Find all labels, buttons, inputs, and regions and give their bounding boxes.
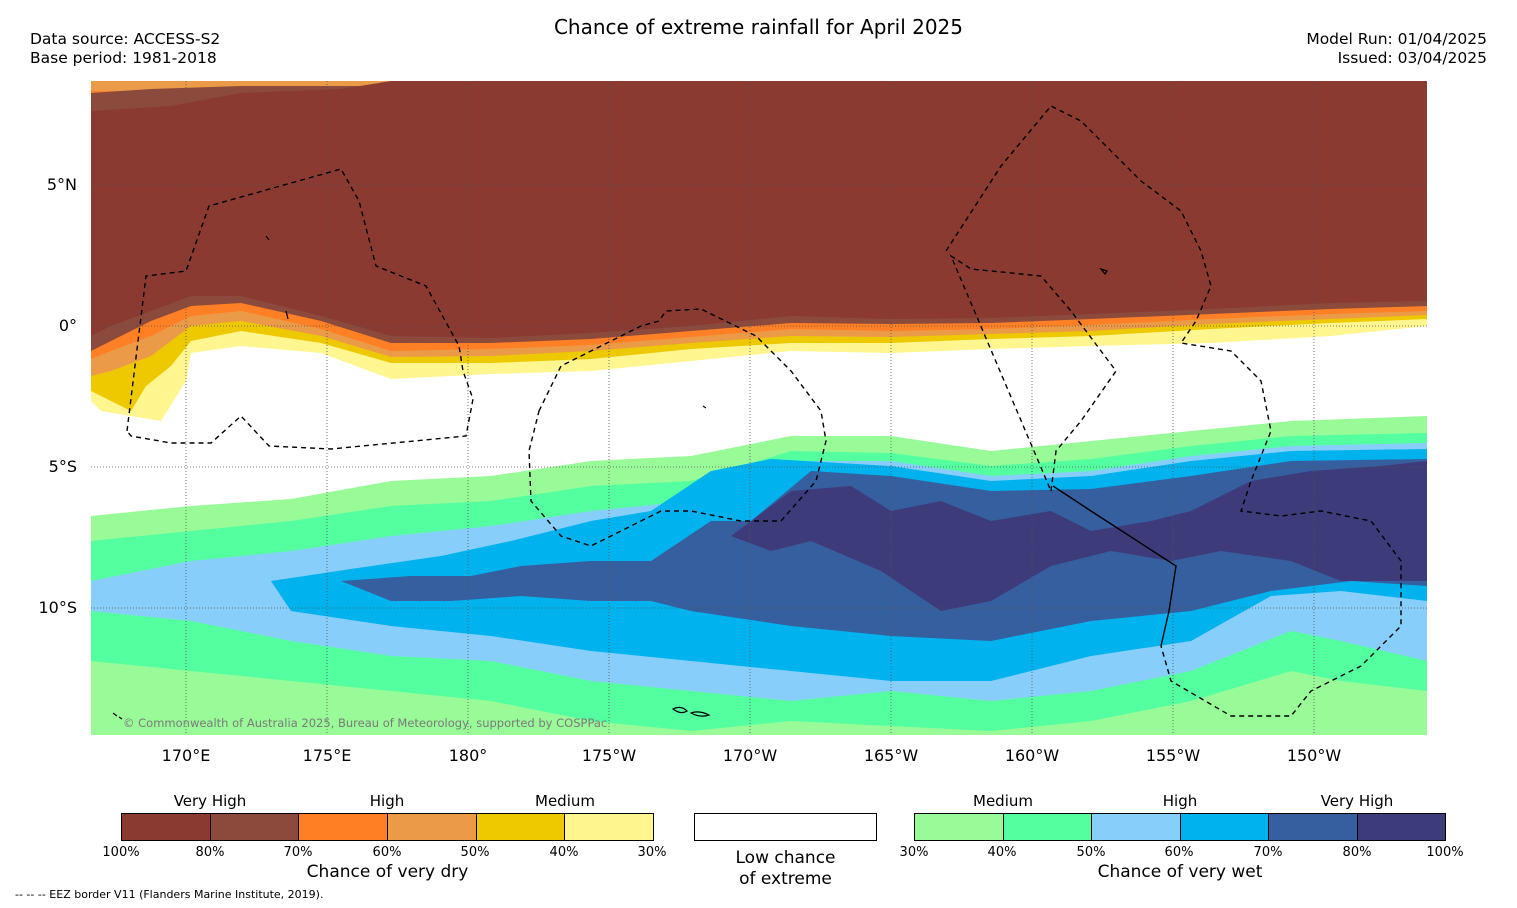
wet-tick: 80% [1342,845,1372,860]
lat-label-5s: 5°S [48,457,77,476]
wet-tick: 40% [987,845,1017,860]
chart-title: Chance of extreme rainfall for April 202… [553,15,964,39]
lat-label-5n: 5°N [46,175,77,194]
eez-footnote: -- -- -- EEZ border V11 (Flanders Marine… [15,888,324,901]
dry-cat-very-high: Very High [173,792,247,810]
low-chance-line2: of extreme [739,869,832,889]
lon-label-175e: 175°E [302,746,352,765]
wet-swatch-5 [1357,814,1445,840]
dry-tick: 80% [195,845,225,860]
model-run-text: Model Run: 01/04/2025 [1306,30,1487,48]
lat-label-10s: 10°S [38,598,77,617]
islands [112,235,1108,720]
eez-kiribati-gilberts [126,168,474,450]
wet-tick: 70% [1253,845,1283,860]
wet-colorbar [914,813,1446,841]
island-dot-2 [702,405,707,409]
lon-label-175w: 175°W [581,746,637,765]
low-chance-label: Low chance of extreme [694,848,877,890]
lon-label-160w: 160°W [1004,746,1060,765]
low-chance-line1: Low chance [735,848,836,868]
dry-zone-80-100 [91,81,1427,338]
data-source-text: Data source: ACCESS-S2 [30,30,221,48]
run-info: Model Run: 01/04/2025 Issued: 03/04/2025 [1306,30,1487,68]
island-dot-5 [112,712,123,720]
lon-label-170w: 170°W [722,746,778,765]
dry-tick: 60% [372,845,402,860]
wet-swatch-4 [1269,814,1358,840]
wet-tick: 100% [1426,845,1464,860]
wet-legend-title: Chance of very wet [1097,862,1263,882]
island-dot-3 [285,310,289,320]
wet-tick: 30% [899,845,929,860]
dry-swatch-5 [565,814,654,840]
dry-tick: 30% [637,845,667,860]
wet-swatch-1 [1003,814,1092,840]
graticule [91,81,1427,735]
data-info: Data source: ACCESS-S2 Base period: 1981… [30,30,220,68]
dry-cat-medium: Medium [535,792,595,810]
dry-colorbar [121,813,654,841]
island-dot-1 [1099,267,1108,276]
lat-label-0: 0° [58,316,77,335]
dry-swatch-3 [388,814,477,840]
low-chance-box [694,813,877,841]
wet-swatch-3 [1180,814,1269,840]
lon-label-150w: 150°W [1286,746,1342,765]
dry-tick: 70% [283,845,313,860]
wet-cat-high: High [1162,792,1198,810]
wet-zone-80-100 [731,461,1427,611]
eez-tokelau-tuvalu [528,308,827,547]
eez-borders [126,105,1402,717]
base-period-text: Base period: 1981-2018 [30,49,217,67]
dry-tick: 50% [460,845,490,860]
dry-swatch-0 [122,814,211,840]
island-dot-4 [265,235,270,241]
dry-tick: 40% [549,845,579,860]
dry-tick: 100% [102,845,140,860]
wet-swatch-0 [915,814,1004,840]
wet-cat-very-high: Very High [1320,792,1394,810]
dry-cat-high: High [369,792,405,810]
dry-swatch-4 [476,814,566,840]
wet-cat-medium: Medium [973,792,1033,810]
issued-text: Issued: 03/04/2025 [1337,49,1487,67]
lon-label-155w: 155°W [1145,746,1201,765]
eez-solid-border [1052,485,1177,647]
dry-swatch-2 [299,814,389,840]
rainfall-map: © Commonwealth of Australia 2025, Bureau… [91,81,1427,735]
lon-label-180: 180° [448,746,488,765]
wet-tick: 50% [1076,845,1106,860]
dry-swatch-1 [210,814,300,840]
wet-swatch-2 [1092,814,1181,840]
lon-label-165w: 165°W [863,746,919,765]
island-samoa [671,706,711,717]
lon-label-170e: 170°E [161,746,211,765]
eez-kiribati-line [945,105,1402,717]
copyright-text: © Commonwealth of Australia 2025, Bureau… [123,716,607,730]
dry-legend-title: Chance of very dry [306,862,469,882]
wet-tick: 60% [1164,845,1194,860]
